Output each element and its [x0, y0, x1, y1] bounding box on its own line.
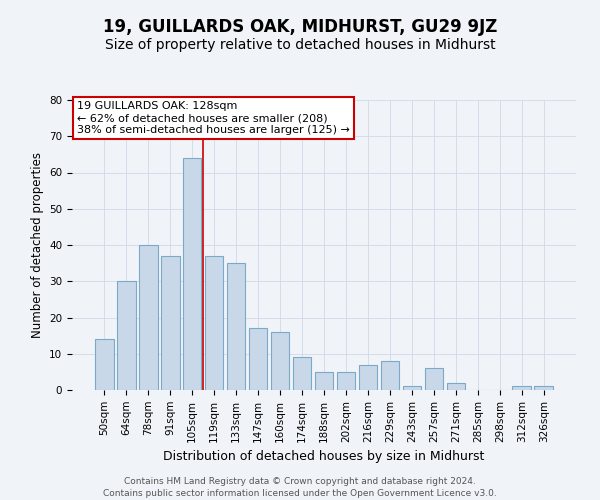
Text: Size of property relative to detached houses in Midhurst: Size of property relative to detached ho… [104, 38, 496, 52]
Bar [227, 263, 245, 390]
Bar [359, 364, 377, 390]
Bar [512, 386, 531, 390]
Text: 19 GUILLARDS OAK: 128sqm
← 62% of detached houses are smaller (208)
38% of semi-: 19 GUILLARDS OAK: 128sqm ← 62% of detach… [77, 102, 350, 134]
X-axis label: Distribution of detached houses by size in Midhurst: Distribution of detached houses by size … [163, 450, 485, 463]
Bar [205, 256, 223, 390]
Bar [293, 358, 311, 390]
Bar [337, 372, 355, 390]
Bar [380, 361, 399, 390]
Bar [95, 339, 113, 390]
Bar [249, 328, 268, 390]
Bar [183, 158, 202, 390]
Bar [446, 383, 465, 390]
Bar [161, 256, 179, 390]
Bar [117, 281, 136, 390]
Bar [314, 372, 334, 390]
Bar [271, 332, 289, 390]
Bar [535, 386, 553, 390]
Y-axis label: Number of detached properties: Number of detached properties [31, 152, 44, 338]
Text: Contains HM Land Registry data © Crown copyright and database right 2024.
Contai: Contains HM Land Registry data © Crown c… [103, 476, 497, 498]
Text: 19, GUILLARDS OAK, MIDHURST, GU29 9JZ: 19, GUILLARDS OAK, MIDHURST, GU29 9JZ [103, 18, 497, 36]
Bar [425, 368, 443, 390]
Bar [403, 386, 421, 390]
Bar [139, 245, 158, 390]
